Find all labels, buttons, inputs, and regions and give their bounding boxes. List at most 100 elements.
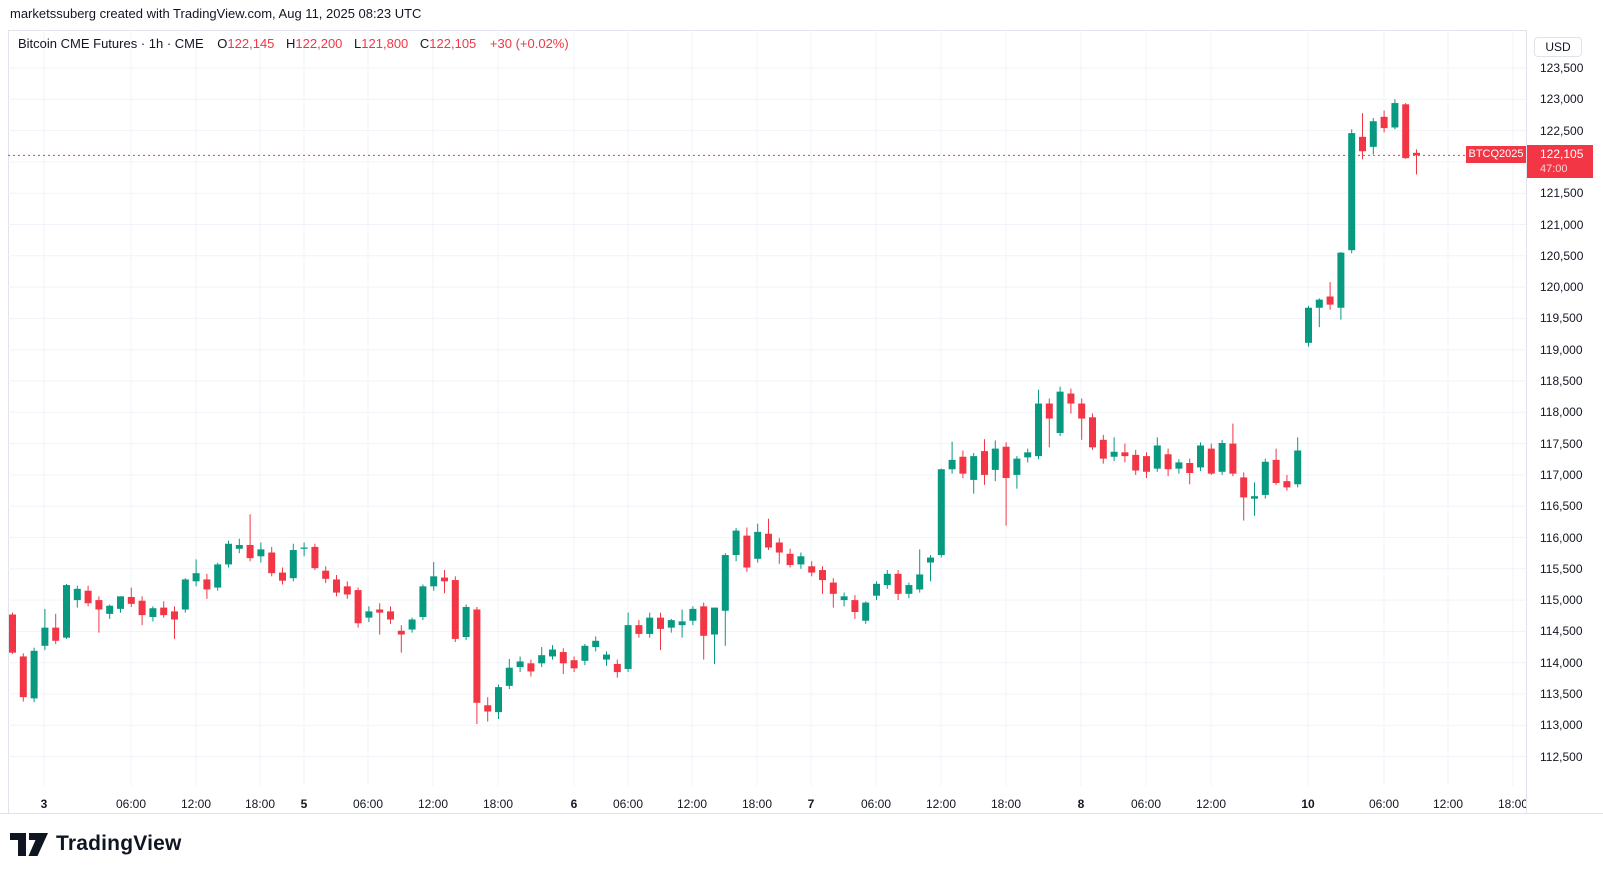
candle-body (430, 576, 438, 587)
candle-body (451, 580, 459, 639)
candle-body (462, 606, 470, 638)
candle-body (603, 654, 610, 660)
candle-body (9, 614, 16, 653)
candle-body (786, 553, 794, 566)
close-value: 122,105 (429, 36, 477, 51)
candle-body (95, 600, 103, 610)
tradingview-wordmark[interactable]: TradingView (56, 832, 182, 855)
price-tick-label: 120,000 (1540, 280, 1584, 295)
symbol-title[interactable]: Bitcoin CME Futures · 1h · CME (18, 36, 204, 51)
candle-body (289, 550, 297, 579)
candle-body (851, 600, 859, 612)
candle-body (516, 661, 524, 668)
candle-body (397, 630, 405, 635)
price-axis-separator (1526, 30, 1527, 813)
candle-body (1305, 307, 1312, 343)
candle-body (1045, 403, 1053, 419)
bar-countdown: 47:00 (1540, 163, 1568, 175)
candle-body (1132, 454, 1140, 471)
candle-body (419, 586, 427, 618)
contract-label: BTCQ2025 (1466, 146, 1526, 163)
candle-body (1251, 496, 1258, 499)
candle-body (376, 609, 384, 613)
candle-body (1164, 454, 1172, 470)
candle-body (1056, 391, 1064, 433)
candle-body (1002, 446, 1010, 479)
time-tick-label: 12:00 (181, 797, 211, 811)
candle-body (1153, 445, 1161, 469)
candle-body (581, 645, 589, 661)
candle-body (181, 579, 189, 610)
tradingview-logo-icon[interactable] (10, 832, 48, 857)
candle-body (41, 627, 49, 646)
time-tick-label: 12:00 (418, 797, 448, 811)
price-tick-label: 116,000 (1540, 530, 1583, 545)
time-tick-label: 12:00 (1196, 797, 1226, 811)
candle-body (937, 469, 945, 556)
candle-body (1283, 481, 1291, 488)
time-tick-label: 18:00 (742, 797, 772, 811)
candle-body (927, 557, 934, 563)
price-chart-canvas[interactable]: 3 06:00 12:00 18:00 5 06:00 12:00 18:00 6 06:00 12… (8, 30, 1526, 813)
price-tick-label: 119,000 (1540, 342, 1583, 357)
candle-body (689, 608, 697, 621)
low-label: L (354, 36, 362, 51)
price-tick-label: 120,500 (1540, 248, 1584, 263)
price-tick-label: 113,500 (1540, 687, 1583, 701)
candle-body (160, 607, 168, 616)
candle-body (916, 574, 924, 590)
candle-body (117, 596, 124, 609)
candle-body (127, 596, 135, 604)
candle-body (743, 535, 751, 568)
time-tick-label: 06:00 (116, 797, 146, 811)
time-tick-label: 12:00 (1433, 797, 1463, 811)
candle-body (894, 573, 902, 594)
time-tick-label: 06:00 (1131, 797, 1161, 811)
candle-body (1261, 461, 1269, 495)
candle-body (246, 545, 254, 559)
candle-body (203, 579, 211, 590)
price-tick-label: 119,500 (1540, 311, 1583, 326)
candle-body (408, 619, 416, 630)
price-tick-label: 117,000 (1540, 467, 1583, 482)
footer: TradingView (10, 826, 182, 862)
chart-frame-left (8, 30, 9, 813)
high-value: 122,200 (295, 36, 343, 51)
candle-body (279, 572, 286, 581)
time-tick-label: 8 (1078, 797, 1085, 811)
candle-body (981, 451, 988, 475)
candle-body (948, 459, 956, 470)
candle-body (84, 590, 92, 604)
price-tick-label: 118,000 (1540, 405, 1583, 420)
candle-body (559, 652, 567, 664)
candle-body (19, 656, 27, 698)
candle-body (808, 566, 816, 573)
candle-body (829, 582, 837, 594)
time-tick-label: 06:00 (1369, 797, 1399, 811)
candle-body (1121, 452, 1129, 457)
candle-body (592, 640, 600, 648)
candle-body (1024, 452, 1032, 458)
price-tick-label: 113,000 (1540, 718, 1583, 733)
candle-body (1380, 116, 1388, 129)
low-value: 121,800 (361, 36, 409, 51)
candle-body (333, 579, 340, 593)
currency-button[interactable]: USD (1534, 37, 1582, 57)
candle-body (991, 448, 999, 470)
time-tick-label: 12:00 (677, 797, 707, 811)
close-label: C (419, 36, 430, 51)
candle-body (1013, 458, 1021, 475)
candle-body (549, 649, 556, 657)
candle-body (1359, 136, 1366, 152)
price-tick-label: 114,000 (1540, 655, 1583, 670)
candle-body (1326, 296, 1334, 305)
candle-body (1207, 448, 1215, 474)
candle-body (959, 456, 967, 474)
candle-body (667, 620, 675, 628)
candle-body (970, 456, 978, 480)
candle-body (225, 543, 232, 565)
candle-body (1402, 104, 1410, 159)
price-tick-label: 122,500 (1540, 123, 1584, 138)
candle-body (754, 531, 762, 559)
candle-body (1229, 443, 1237, 474)
